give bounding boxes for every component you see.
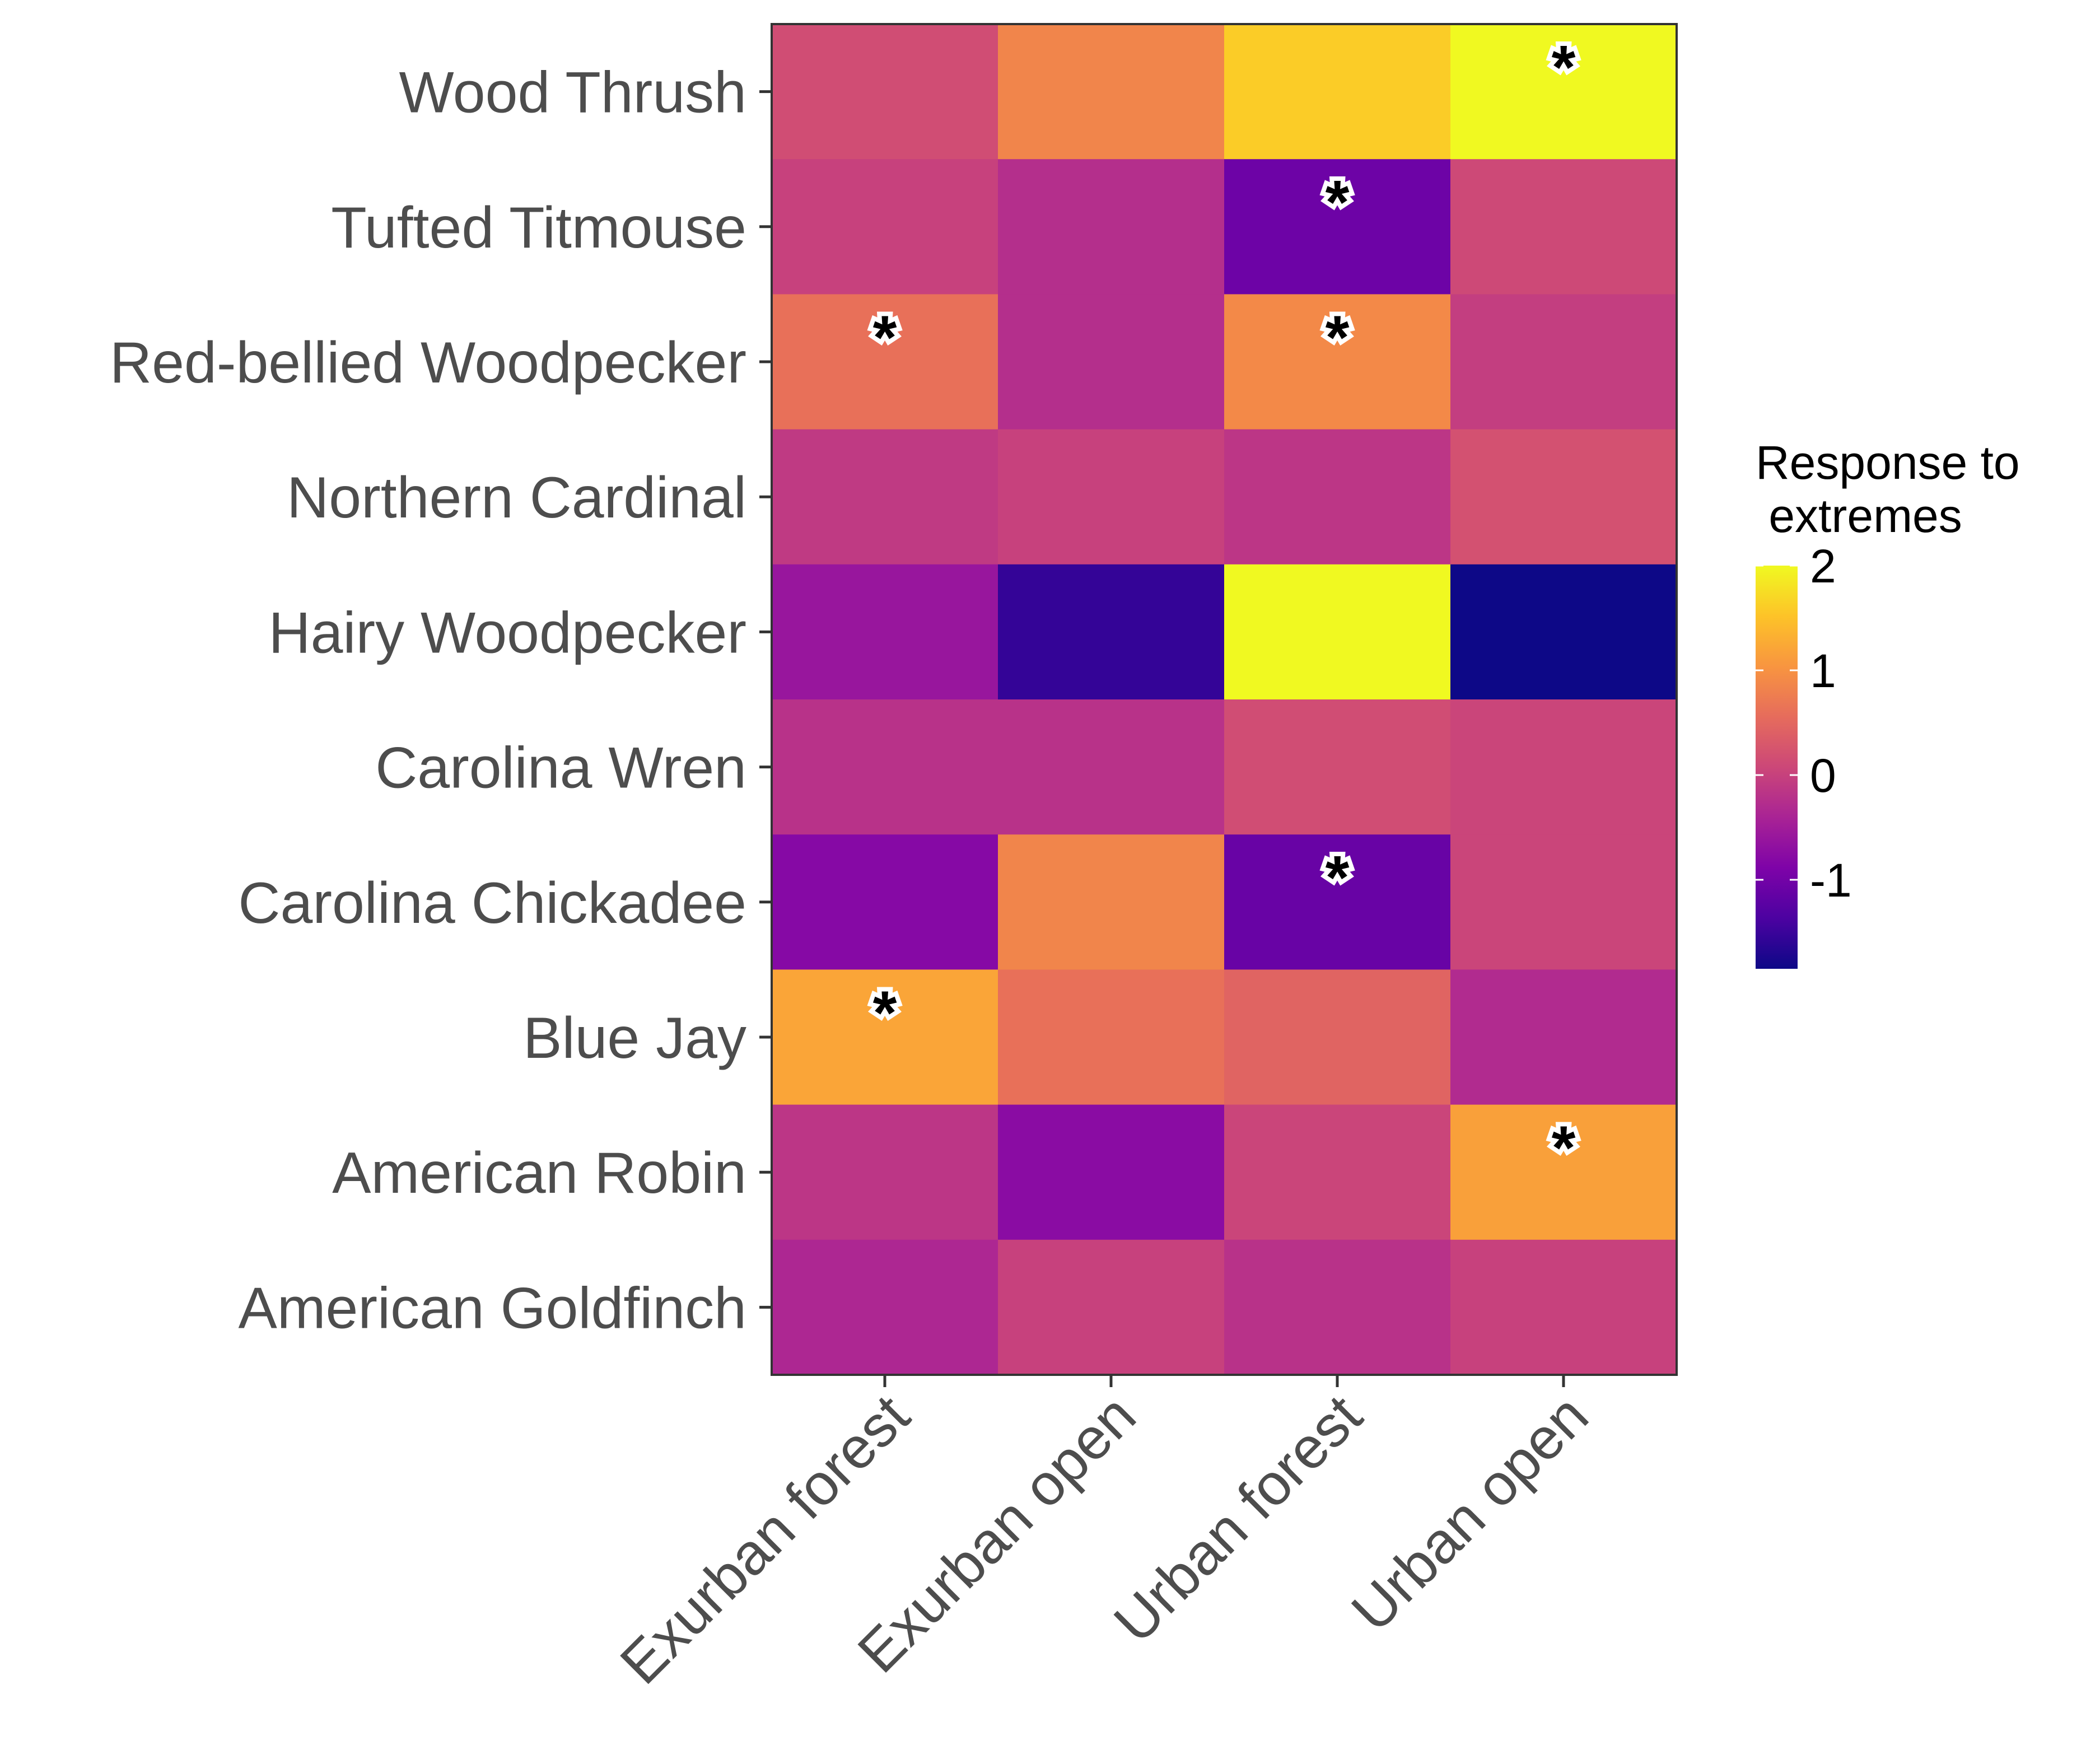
heatmap-cell-red-bellied-woodpecker-urban-open (1450, 294, 1677, 430)
heatmap-cell-red-bellied-woodpecker-exurban-forest (772, 294, 998, 430)
y-axis: Wood Thrush Tufted Titmouse Red-bellied Wo… (110, 60, 772, 1341)
heatmap-cell-tufted-titmouse-urban-open (1450, 159, 1677, 295)
heatmap-cell-blue-jay-urban-open (1450, 969, 1677, 1105)
heatmap-cell-carolina-wren-exurban-open (998, 699, 1225, 835)
heatmap-cell-american-robin-urban-forest (1224, 1104, 1451, 1240)
heatmap-cell-red-bellied-woodpecker-urban-forest (1224, 294, 1451, 430)
y-tick-label-tufted-titmouse: Tufted Titmouse (331, 195, 746, 260)
panel-border (771, 23, 1678, 1376)
heatmap-cell-carolina-wren-urban-forest (1224, 699, 1451, 835)
heatmap-cell-tufted-titmouse-exurban-forest (772, 159, 998, 295)
heatmap-cell-carolina-wren-exurban-forest (772, 699, 998, 835)
heatmap-cell-carolina-chickadee-exurban-open (998, 834, 1225, 970)
legend: Response to extremes 2 1 0 -1 (1756, 436, 2020, 969)
x-tick-label-urban-open: Urban open (1340, 1383, 1600, 1644)
heatmap-cell-blue-jay-exurban-forest (772, 969, 998, 1105)
heatmap-cells (772, 24, 1677, 1375)
significance-star: * (1326, 168, 1350, 237)
y-tick-label-wood-thrush: Wood Thrush (399, 60, 747, 125)
heatmap-cell-american-robin-exurban-forest (772, 1104, 998, 1240)
y-tick-label-red-bellied-woodpecker: Red-bellied Woodpecker (110, 330, 746, 395)
heatmap-cell-carolina-chickadee-exurban-forest (772, 834, 998, 970)
significance-star: * (1326, 843, 1350, 912)
heatmap-cell-carolina-chickadee-urban-open (1450, 834, 1677, 970)
heatmap-cell-carolina-wren-urban-open (1450, 699, 1677, 835)
heatmap-cell-blue-jay-urban-forest (1224, 969, 1451, 1105)
heatmap-cell-american-robin-urban-open (1450, 1104, 1677, 1240)
legend-title-line-1: Response to (1756, 436, 2020, 489)
legend-tick-label: 2 (1810, 540, 1836, 592)
y-tick-label-hairy-woodpecker: Hairy Woodpecker (268, 600, 746, 665)
heatmap-cell-hairy-woodpecker-urban-open (1450, 564, 1677, 700)
significance-star: * (873, 978, 897, 1047)
legend-colorbar (1756, 566, 1798, 969)
significance-star: * (873, 303, 897, 372)
heatmap-cell-northern-cardinal-urban-open (1450, 429, 1677, 565)
significance-markers: * * * * * * * (869, 29, 1580, 1187)
heatmap-cell-american-goldfinch-urban-forest (1224, 1239, 1451, 1375)
y-tick-label-carolina-wren: Carolina Wren (375, 736, 746, 801)
y-tick-label-american-robin: American Robin (332, 1141, 746, 1206)
heatmap-cell-hairy-woodpecker-urban-forest (1224, 564, 1451, 700)
significance-star: * (1552, 33, 1576, 102)
heatmap-cell-american-goldfinch-exurban-forest (772, 1239, 998, 1375)
heatmap-cell-wood-thrush-urban-forest (1224, 24, 1451, 160)
heatmap-cell-tufted-titmouse-exurban-open (998, 159, 1225, 295)
heatmap-cell-northern-cardinal-exurban-open (998, 429, 1225, 565)
legend-title-line-2: extremes (1756, 489, 1962, 542)
y-tick-label-american-goldfinch: American Goldfinch (238, 1276, 746, 1341)
legend-ticks: 2 1 0 -1 (1756, 540, 1852, 907)
y-tick-label-blue-jay: Blue Jay (523, 1006, 746, 1071)
legend-tick-label: 0 (1810, 749, 1836, 802)
legend-tick-label: 1 (1810, 645, 1836, 697)
heatmap-cell-northern-cardinal-exurban-forest (772, 429, 998, 565)
heatmap-cell-wood-thrush-exurban-forest (772, 24, 998, 160)
heatmap-cell-hairy-woodpecker-exurban-open (998, 564, 1225, 700)
heatmap-cell-tufted-titmouse-urban-forest (1224, 159, 1451, 295)
heatmap-cell-hairy-woodpecker-exurban-forest (772, 564, 998, 700)
significance-star: * (1552, 1114, 1576, 1183)
significance-star: * (1326, 303, 1350, 372)
y-tick-label-northern-cardinal: Northern Cardinal (287, 465, 746, 530)
legend-tick-label: -1 (1810, 854, 1852, 907)
heatmap-cell-carolina-chickadee-urban-forest (1224, 834, 1451, 970)
heatmap-cell-wood-thrush-urban-open (1450, 24, 1677, 160)
heatmap-cell-northern-cardinal-urban-forest (1224, 429, 1451, 565)
heatmap-cell-red-bellied-woodpecker-exurban-open (998, 294, 1225, 430)
y-tick-label-carolina-chickadee: Carolina Chickadee (238, 871, 746, 936)
heatmap-cell-american-robin-exurban-open (998, 1104, 1225, 1240)
heatmap-cell-american-goldfinch-urban-open (1450, 1239, 1677, 1375)
heatmap-cell-wood-thrush-exurban-open (998, 24, 1225, 160)
heatmap-cell-blue-jay-exurban-open (998, 969, 1225, 1105)
heatmap-cell-american-goldfinch-exurban-open (998, 1239, 1225, 1375)
